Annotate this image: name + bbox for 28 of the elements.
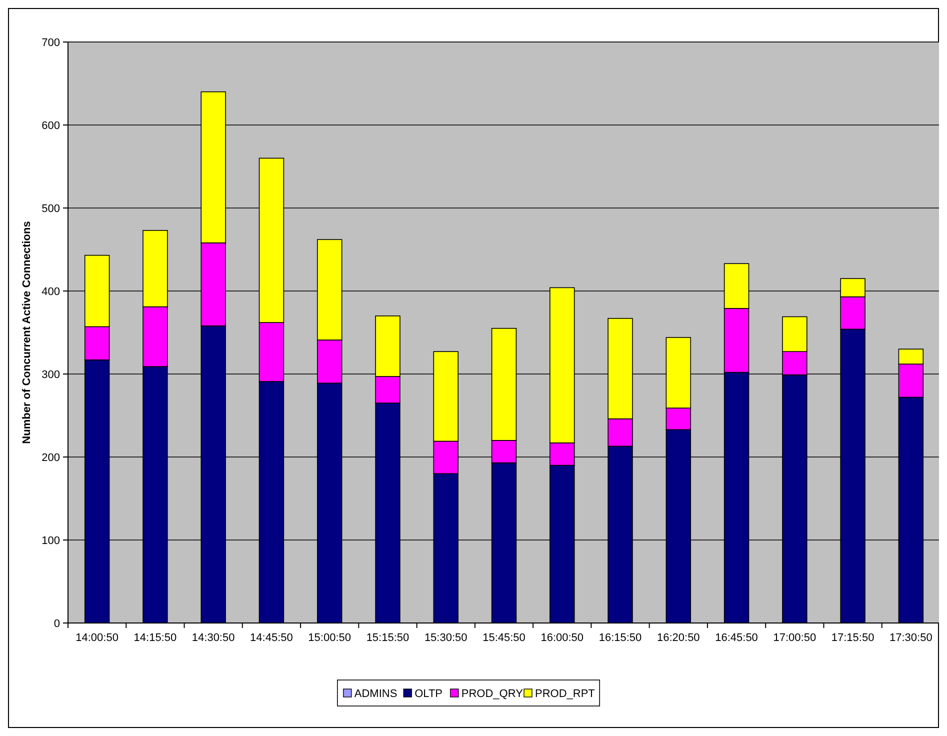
y-tick-label: 600 [42,120,60,132]
y-tick-label: 0 [54,618,60,630]
y-tick-label: 500 [42,202,60,215]
x-tick-label: 16:45:50 [715,632,758,644]
x-tick-label: 15:15:50 [366,632,410,644]
x-tick-label: 14:15:50 [134,632,177,644]
x-tick-label: 14:45:50 [250,632,293,644]
x-tick-label: 14:30:50 [192,632,235,644]
x-tick-label: 17:15:50 [831,632,874,644]
x-tick-label: 15:00:50 [308,632,352,644]
y-tick-label: 100 [42,534,60,547]
y-tick-label: 300 [42,368,60,381]
x-tick-label: 16:20:50 [656,632,700,644]
legend-label: ADMINS [354,688,398,700]
x-tick-label: 17:00:50 [773,632,816,644]
y-tick-label: 200 [42,452,60,464]
legend-label: PROD_QRY [461,688,524,700]
legend-label: OLTP [414,688,443,700]
x-tick-label: 14:00:50 [76,632,118,644]
legend-label: PROD_RPT [535,688,596,700]
y-axis-title: Number of Concurrent Active Connections [21,221,33,444]
x-tick-label: 16:00:50 [540,632,584,644]
x-tick-label: 15:30:50 [424,632,468,644]
x-tick-label: 17:30:50 [890,632,932,644]
y-tick-label: 700 [42,36,60,49]
x-tick-label: 16:15:50 [598,632,642,644]
x-tick-label: 15:45:50 [482,632,526,644]
y-tick-label: 400 [42,286,60,298]
